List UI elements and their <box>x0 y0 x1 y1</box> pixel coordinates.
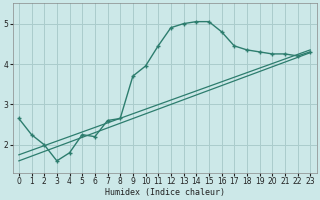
X-axis label: Humidex (Indice chaleur): Humidex (Indice chaleur) <box>105 188 225 197</box>
